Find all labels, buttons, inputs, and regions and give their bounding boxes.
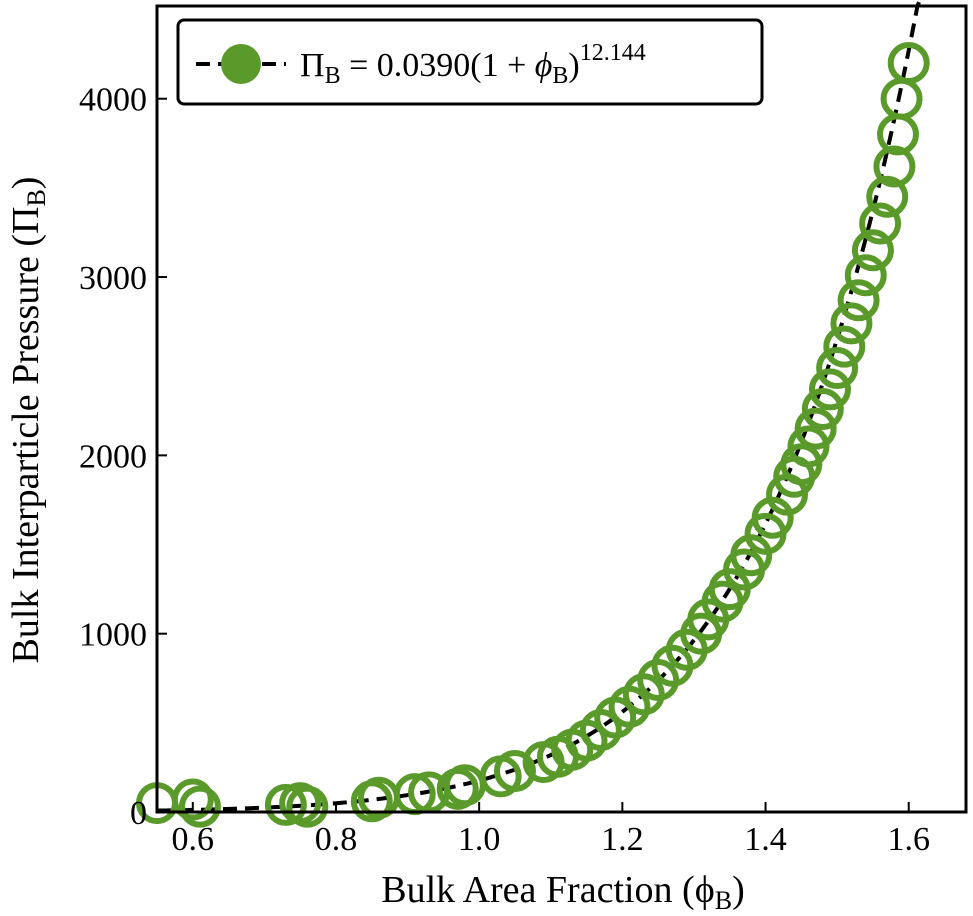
data-point [837, 279, 880, 322]
x-tick-label: 0.6 [172, 821, 215, 858]
data-point [851, 229, 894, 272]
y-tick-label: 3000 [79, 260, 147, 297]
plot-frame [155, 4, 968, 814]
y-tick-label: 1000 [79, 617, 147, 654]
data-point [178, 785, 221, 828]
data-point [801, 388, 844, 430]
data-point [808, 368, 851, 411]
data-points [136, 42, 930, 828]
data-point [880, 77, 923, 120]
y-tick-label: 0 [130, 795, 147, 832]
legend-box [176, 18, 764, 106]
data-point [866, 175, 909, 218]
data-point [830, 302, 873, 345]
data-point [873, 145, 916, 188]
x-tick-label: 0.8 [315, 821, 358, 858]
data-point [887, 42, 930, 85]
legend-marker [221, 44, 261, 84]
data-point [859, 202, 902, 245]
legend: ΠB = 0.0390(1 + ϕB)12.144 [176, 18, 764, 106]
data-point [794, 407, 837, 450]
x-tick-label: 1.6 [887, 821, 930, 858]
data-point [730, 534, 773, 577]
data-point [823, 325, 866, 368]
data-point [816, 346, 859, 389]
x-axis-title: Bulk Area Fraction (ϕB) [381, 869, 744, 915]
y-tick-label: 4000 [79, 82, 147, 119]
x-tick-label: 1.0 [458, 821, 501, 858]
data-point [493, 749, 536, 792]
data-point [286, 785, 329, 828]
y-tick-labels: 0 1000 2000 3000 4000 [79, 82, 147, 832]
y-axis-title: Bulk Interparticle Pressure (ΠB) [5, 177, 51, 664]
data-point [171, 778, 214, 821]
data-point [622, 673, 665, 716]
legend-label: ΠB = 0.0390(1 + ϕB)12.144 [300, 40, 646, 89]
y-tick-label: 2000 [79, 438, 147, 475]
data-point [844, 254, 887, 297]
data-point [264, 783, 307, 826]
x-tick-labels: 0.6 0.8 1.0 1.2 1.4 1.6 [172, 821, 930, 858]
x-tick-label: 1.2 [601, 821, 644, 858]
x-tick-label: 1.4 [744, 821, 787, 858]
data-point [637, 659, 680, 702]
